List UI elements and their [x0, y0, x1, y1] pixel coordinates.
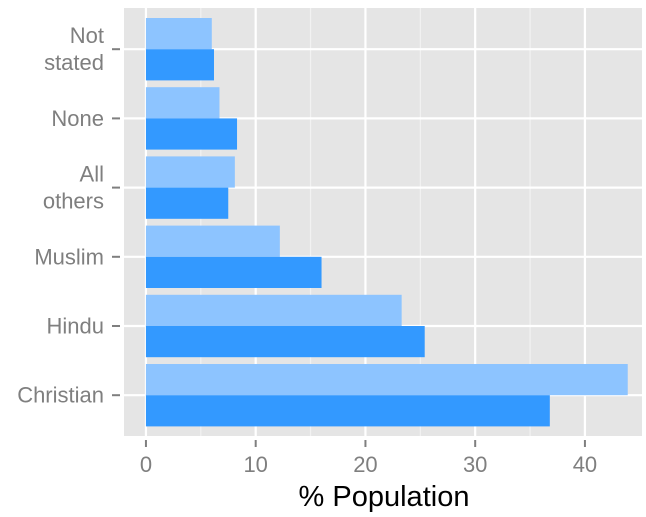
bar	[145, 118, 238, 150]
y-tick-label: None	[51, 106, 104, 131]
bar	[145, 294, 402, 326]
x-tick-label: 40	[573, 452, 597, 477]
x-axis-title: % Population	[299, 481, 470, 513]
bar	[145, 156, 235, 188]
bar	[145, 256, 322, 288]
bar	[145, 395, 550, 427]
y-axis: Not stated None All others Muslim Hindu Christi…	[17, 23, 120, 408]
x-tick-label: 20	[353, 452, 377, 477]
x-tick-label: 30	[463, 452, 487, 477]
y-tick-label: Muslim	[34, 244, 104, 269]
y-tick-label: All others	[43, 162, 104, 214]
x-tick-label: 0	[140, 452, 152, 477]
y-tick-label: Not stated	[44, 23, 104, 75]
x-axis: 0 10 20 30 40	[140, 440, 597, 477]
bar	[145, 225, 280, 257]
bars	[145, 18, 628, 427]
bar	[145, 49, 214, 81]
bar	[145, 18, 212, 50]
bar	[145, 87, 220, 119]
y-tick-label: Christian	[17, 383, 104, 408]
bar	[145, 187, 229, 219]
bar	[145, 326, 425, 358]
bar	[145, 364, 628, 396]
y-tick-label: Hindu	[47, 314, 104, 339]
x-tick-label: 10	[243, 452, 267, 477]
